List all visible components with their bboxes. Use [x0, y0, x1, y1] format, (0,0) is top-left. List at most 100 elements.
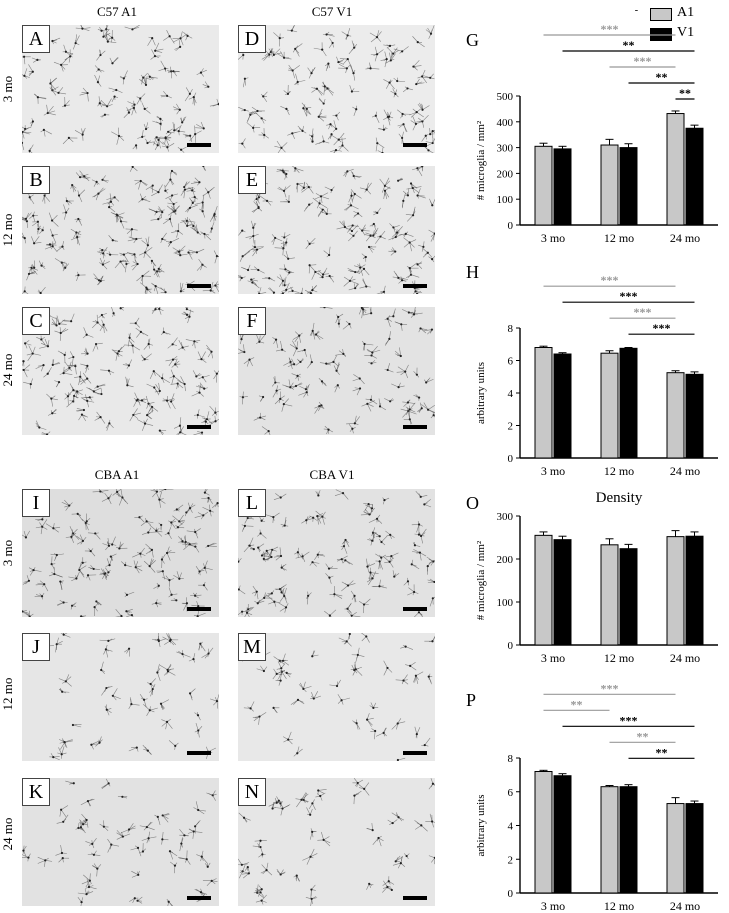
bar-a1-2 — [666, 803, 685, 894]
bar-a1-2 — [666, 536, 685, 646]
micrograph-panel-n: N — [238, 778, 435, 906]
bar-a1-0 — [534, 145, 553, 226]
y-tick-label: 300 — [497, 511, 514, 523]
bar-v1-0 — [553, 775, 572, 894]
bar-v1-2 — [685, 535, 704, 646]
y-tick-label: 500 — [497, 91, 514, 103]
micrograph-texture — [238, 166, 435, 294]
row-label-3mo-bottom: 3 mo — [0, 539, 15, 567]
bar-v1-0 — [553, 148, 572, 226]
y-tick-label: 300 — [497, 143, 514, 155]
significance-label: ** — [656, 70, 668, 84]
significance-label: *** — [620, 289, 638, 303]
panel-letter-a: A — [22, 25, 50, 53]
chart-letter-h: H — [466, 262, 479, 282]
scale-bar — [403, 751, 427, 755]
significance-label: *** — [634, 54, 652, 68]
y-tick-label: 4 — [508, 388, 514, 400]
micrograph-panel-d: D — [238, 25, 435, 153]
y-tick-label: 0 — [508, 220, 514, 232]
x-tick-label: 3 mo — [541, 464, 565, 477]
micrograph-panel-e: E — [238, 166, 435, 294]
significance-label: *** — [601, 22, 619, 36]
micrograph-texture — [22, 633, 219, 761]
scale-bar — [403, 425, 427, 429]
bar-v1-0 — [553, 353, 572, 459]
micrograph-panel-k: K — [22, 778, 219, 906]
panel-letter-c: C — [22, 307, 50, 335]
scale-bar — [187, 425, 211, 429]
y-tick-label: 100 — [497, 597, 514, 609]
panel-letter-l: L — [238, 489, 266, 517]
y-tick-label: 2 — [508, 854, 514, 866]
x-tick-label: 12 mo — [604, 651, 634, 665]
scale-bar — [403, 143, 427, 147]
chart-o-density: Density 0 100 200 300 # microglia / mm² 3 mo 12… — [475, 490, 718, 665]
micrograph-texture — [22, 778, 219, 906]
significance-label: *** — [601, 273, 619, 287]
chart-letter-p: P — [466, 690, 477, 710]
panel-letter-i: I — [22, 489, 50, 517]
bar-v1-0 — [553, 539, 572, 646]
panel-letter-j: J — [22, 633, 50, 661]
column-title-c57-a1: C57 A1 — [96, 4, 138, 19]
micrograph-panel-c: C — [22, 307, 219, 435]
bar-v1-2 — [685, 803, 704, 894]
bar-v1-1 — [619, 147, 638, 226]
significance-label: ** — [656, 745, 668, 759]
bar-a1-1 — [600, 352, 619, 459]
y-tick-label: 0 — [508, 640, 514, 652]
legend-label-v1: V1 — [677, 25, 695, 40]
y-tick-label: 4 — [508, 821, 514, 833]
micrograph-texture — [238, 633, 435, 761]
micrograph-texture — [22, 307, 219, 435]
column-title-c57-v1: C57 V1 — [311, 4, 353, 19]
bar-v1-2 — [685, 127, 704, 226]
significance-label: ** — [623, 38, 635, 52]
scale-bar — [403, 607, 427, 611]
micrograph-panel-a: A — [22, 25, 219, 153]
bar-v1-1 — [619, 347, 638, 459]
x-tick-label: 24 mo — [670, 464, 700, 477]
y-tick-label: 400 — [497, 117, 514, 129]
bar-a1-1 — [600, 544, 619, 646]
x-tick-label: 3 mo — [541, 651, 565, 665]
bar-a1-2 — [666, 113, 685, 226]
panel-letter-e: E — [238, 166, 266, 194]
micrograph-panel-i: I — [22, 489, 219, 617]
micrograph-texture — [22, 166, 219, 294]
scale-bar — [187, 751, 211, 755]
panel-letter-f: F — [238, 307, 266, 335]
y-axis-label: arbitrary units — [475, 794, 487, 856]
y-tick-label: 6 — [508, 356, 514, 368]
chart-title: Density — [596, 490, 643, 506]
x-tick-label: 12 mo — [604, 231, 634, 245]
x-tick-label: 24 mo — [670, 899, 700, 912]
bar-a1-0 — [534, 534, 553, 646]
bar-a1-0 — [534, 771, 553, 894]
x-tick-label: 24 mo — [670, 651, 700, 665]
legend-swatch-a1 — [650, 8, 672, 21]
x-tick-label: 12 mo — [604, 464, 634, 477]
micrograph-panel-b: B — [22, 166, 219, 294]
significance-label: *** — [601, 681, 619, 695]
significance-label: ** — [637, 729, 649, 743]
y-tick-label: 6 — [508, 787, 514, 799]
chart-letter-g: G — [466, 30, 479, 50]
row-label-24mo-bottom: 24 mo — [0, 817, 15, 851]
y-axis-label: # microglia / mm² — [475, 120, 487, 200]
panel-letter-d: D — [238, 25, 266, 53]
micrograph-panel-j: J — [22, 633, 219, 761]
x-tick-label: 24 mo — [670, 231, 700, 245]
panel-letter-k: K — [22, 778, 50, 806]
scale-bar — [187, 143, 211, 147]
micrograph-texture — [238, 778, 435, 906]
panel-letter-n: N — [238, 778, 266, 806]
micrograph-texture — [22, 25, 219, 153]
scale-bar — [187, 896, 211, 900]
y-tick-label: 2 — [508, 421, 514, 433]
chart-title: Density — [596, 10, 643, 12]
y-axis-label: # microglia / mm² — [475, 540, 487, 620]
y-axis-label: arbitrary units — [475, 362, 487, 424]
